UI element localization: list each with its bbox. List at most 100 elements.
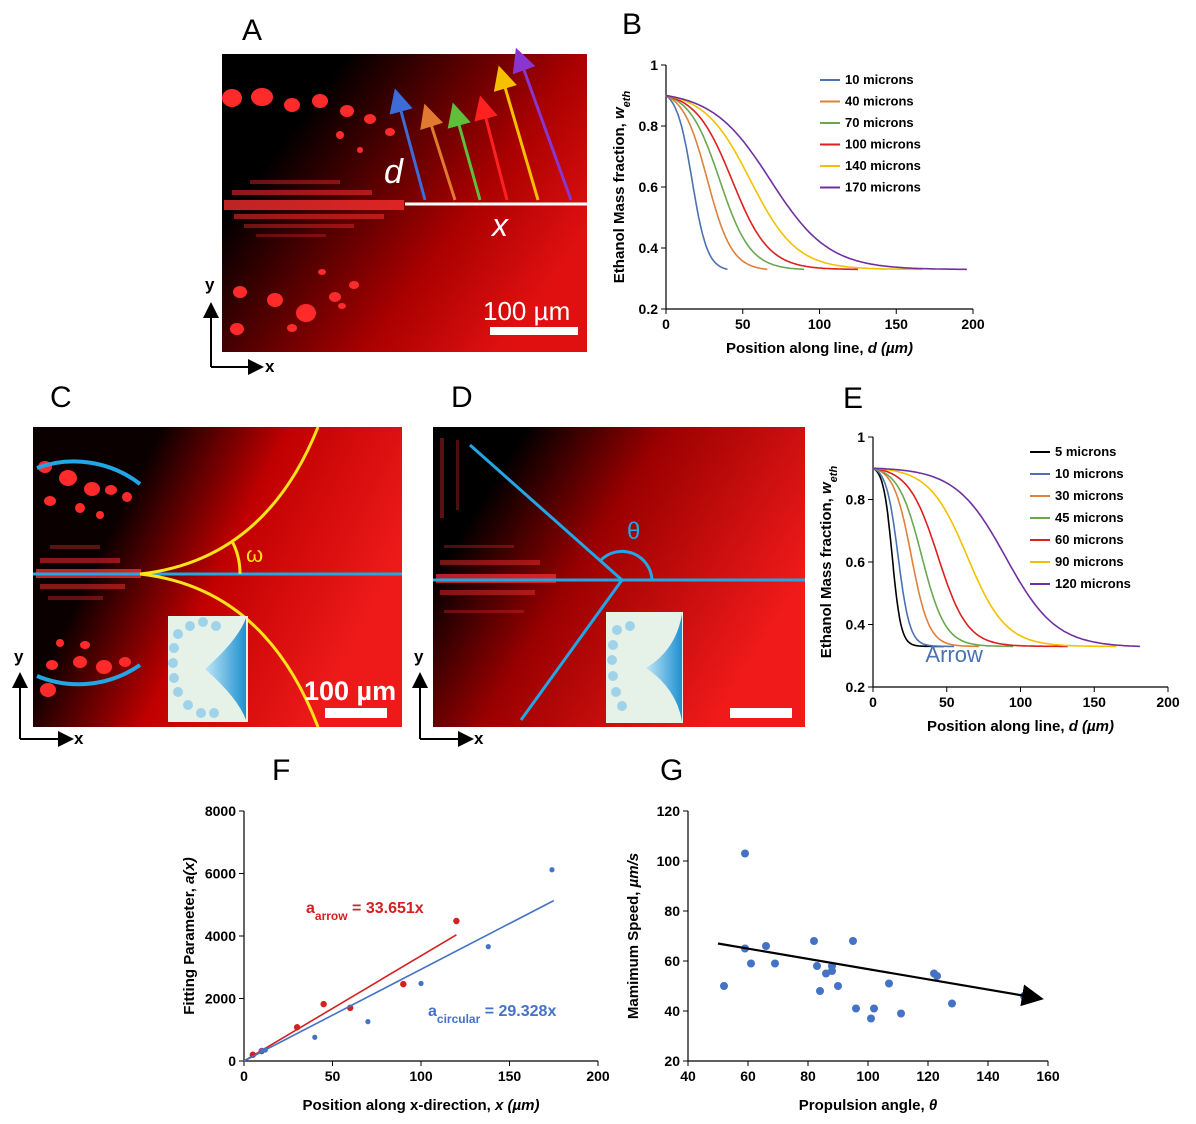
chart-g: 40 60 80 100 120 140 16020406080100120Propulsi… [625,803,1060,1114]
data-point-arrow [400,980,407,988]
y-tick-label: 0.8 [846,492,866,508]
y-tick-label: 8000 [205,803,236,819]
legend-label: 100 microns [845,137,921,152]
y-tick-label: 60 [664,953,680,969]
data-point-speed [948,999,956,1008]
panel-letter-g: G [660,754,683,787]
x-axis-label: Position along line, d (µm) [726,340,913,357]
x-tick-label: 80 [800,1068,816,1084]
data-point-arrow [453,917,460,925]
chart-e: 0 50 100 150 200 0.2 0.4 0.6 0.8 1 5 microns 10 mic… [818,429,1180,735]
series-line-170-microns [665,94,967,271]
arrow-170-microns [512,47,573,201]
y-tick-label: 1 [650,57,658,73]
x-axis-label: Position along x-direction, x (µm) [303,1097,540,1114]
x-tick-label: 50 [325,1068,341,1084]
fit-line-circular [243,899,555,1062]
data-point-speed [813,962,821,970]
fit-equation-circular: acircular = 29.328x [428,1003,556,1026]
axis-y-a: y [205,275,215,294]
x-tick-label: 100 [856,1068,880,1084]
series-line-90-microns [872,467,1117,648]
droplets-a [222,88,395,335]
y-tick-label: 0.6 [639,179,659,195]
arrow-100-microns [474,95,509,201]
axis-x-d: x [474,729,484,748]
legend-label: 170 microns [845,180,921,195]
x-tick-label: 200 [1156,694,1180,710]
series-line-40-microns [665,94,768,271]
theta-arc [598,549,654,581]
legend-label: 10 microns [845,72,914,87]
x-tick-label: 0 [240,1068,248,1084]
y-tick-label: 40 [664,1003,680,1019]
scalebar-label-a: 100 µm [483,296,570,326]
y-tick-label: 1 [857,429,865,445]
x-tick-label: 150 [885,316,909,332]
panel-d: D θ y x [412,381,805,748]
series-line-30-microns [872,467,980,648]
inset-circular [168,616,248,722]
x-tick-label: 0 [662,316,670,332]
circle-arc-bottom-c [36,663,142,687]
legend-label: 60 microns [1055,532,1124,547]
data-point-speed [897,1009,905,1018]
label-theta: θ [627,518,640,545]
data-point-speed [747,959,755,968]
series-line-60-microns [872,467,1068,648]
panel-e: E 0 50 100 150 200 0.2 0.4 0.6 0.8 1 5 microns 10 m… [818,382,1180,735]
y-tick-label: 0.2 [846,679,866,695]
x-tick-label: 120 [916,1068,940,1084]
y-tick-label: 4000 [205,928,236,944]
y-axis-label: Fitting Parameter, a(x) [181,857,198,1015]
label-x: x [490,207,509,243]
x-tick-label: 150 [498,1068,522,1084]
axis-y-c: y [14,647,24,666]
axis-x-a: x [265,357,275,376]
axis-x-c: x [74,729,84,748]
label-omega: ω [246,542,263,567]
x-tick-label: 200 [586,1068,610,1084]
series-line-100-microns [665,94,858,271]
data-point-arrow [293,1024,301,1031]
y-tick-label: 0.4 [846,617,866,633]
fit-equation-arrow: aarrow = 33.651x [306,900,424,923]
y-tick-label: 120 [657,803,681,819]
data-point-circular [365,1019,371,1025]
panel-g: G 40 60 80 100 120 140 16020406080100120Propul… [625,754,1060,1114]
panel-letter-e: E [843,382,863,415]
data-point-circular [418,980,424,987]
x-tick-label: 100 [808,316,832,332]
scalebar-label-c: 100 µm [304,676,396,706]
droplet-streak-a [224,180,404,237]
y-axis-label: Ethanol Mass fraction, weth [611,91,633,284]
x-tick-label: 40 [680,1068,696,1084]
data-point-speed [933,972,941,980]
series-line-140-microns [665,94,923,271]
cone-edge-bottom-d [519,579,624,721]
data-point-speed [741,849,749,858]
y-tick-label: 0.4 [639,240,659,256]
y-tick-label: 80 [664,903,680,919]
legend-label: 90 microns [1055,554,1124,569]
data-point-circular [485,944,491,950]
x-tick-label: 140 [976,1068,1000,1084]
data-point-speed [810,937,818,945]
x-tick-label: 0 [869,694,877,710]
arrow-40-microns [420,103,457,201]
series-line-10-microns [665,94,728,271]
series-line-70-microns [665,94,805,271]
data-point-speed [771,959,779,968]
x-tick-label: 50 [939,694,955,710]
series-line-120-microns [873,467,1141,648]
legend-label: 70 microns [845,115,914,130]
legend-label: 120 microns [1055,576,1131,591]
panel-a: A d x 100 µm [203,14,587,376]
series-line-45-microns [872,467,1014,648]
panel-letter-a: A [242,14,262,47]
panel-letter-b: B [622,8,642,41]
panel-b: B 0 50 100 150 200 0.2 0.4 0.6 0.8 1 10 microns 40 … [611,8,985,357]
data-point-speed [870,1004,878,1013]
